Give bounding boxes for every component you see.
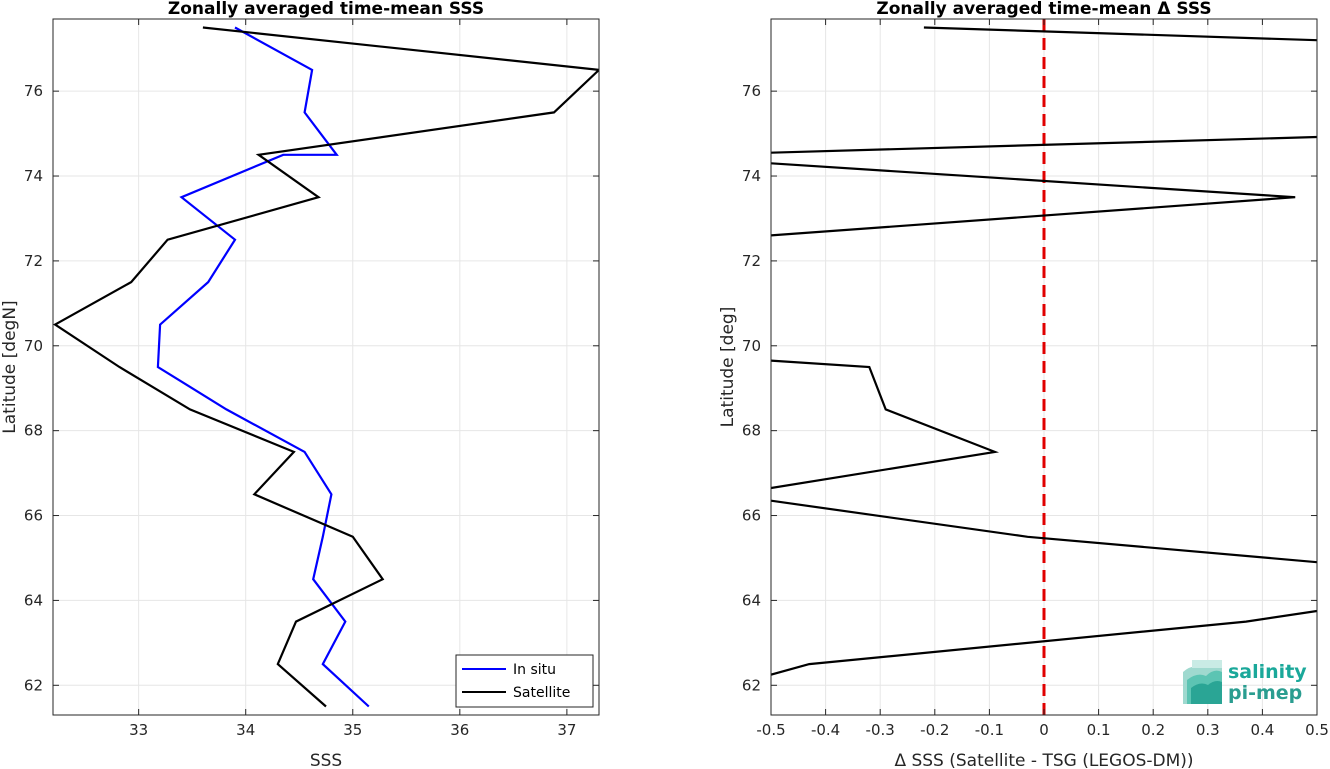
x-tick-label: -0.4 [811, 721, 840, 739]
chart-title-right: Zonally averaged time-mean Δ SSS [876, 0, 1211, 19]
series-group-left [53, 26, 599, 708]
series-line-in-situ [156, 26, 370, 708]
x-tick-label: 35 [343, 721, 362, 739]
y-tick-label: 62 [24, 676, 43, 694]
y-tick-label: 64 [24, 591, 43, 609]
x-tick-label: 36 [450, 721, 469, 739]
logo-text-line1: salinity [1228, 661, 1307, 683]
series-line-1 [771, 499, 1317, 564]
x-tick-label: 0.3 [1196, 721, 1220, 739]
x-tick-label: 0.4 [1250, 721, 1274, 739]
y-tick-label: 72 [24, 252, 43, 270]
grid-left [53, 19, 599, 715]
series-line-2 [771, 359, 1000, 490]
x-ticks-right: -0.5 -0.4 -0.3 -0.2 -0.1 0 0.1 0.2 0.3 0.4 0.5 [756, 19, 1329, 739]
series-line-3 [771, 162, 1296, 237]
series-line-5 [923, 26, 1317, 42]
series-line-0 [771, 609, 1317, 676]
y-ticks-left: 62 64 66 68 70 72 74 76 [24, 82, 599, 694]
y-tick-label: 76 [742, 82, 761, 100]
legend-label-in-situ: In situ [513, 662, 556, 678]
salinity-pi-mep-logo: salinity pi-mep [1183, 660, 1307, 704]
y-tick-label: 70 [742, 337, 761, 355]
y-tick-label: 68 [742, 422, 761, 440]
x-tick-label: 33 [129, 721, 148, 739]
legend-label-satellite: Satellite [513, 685, 570, 701]
logo-wave-icon [1183, 660, 1222, 704]
x-ticks-left: 33 34 35 36 37 [129, 19, 576, 739]
y-tick-label: 62 [742, 676, 761, 694]
x-tick-label: 0 [1039, 721, 1049, 739]
y-axis-label-right: Latitude [deg] [718, 307, 738, 428]
x-tick-label: -0.1 [975, 721, 1004, 739]
y-tick-label: 70 [24, 337, 43, 355]
y-tick-label: 76 [24, 82, 43, 100]
x-tick-label: 0.5 [1305, 721, 1329, 739]
x-tick-label: 37 [557, 721, 576, 739]
x-tick-label: -0.3 [866, 721, 895, 739]
y-tick-label: 66 [24, 507, 43, 525]
x-tick-label: 0.1 [1087, 721, 1111, 739]
y-tick-label: 74 [742, 167, 761, 185]
y-tick-label: 64 [742, 591, 761, 609]
y-axis-label-left: Latitude [degN] [0, 300, 20, 433]
x-axis-label-right: Δ SSS (Satellite - TSG (LEGOS-DM)) [894, 751, 1193, 769]
x-tick-label: 34 [236, 721, 255, 739]
logo-text-line2: pi-mep [1228, 682, 1302, 704]
y-ticks-right: 62 64 66 68 70 72 74 76 [742, 82, 1317, 694]
y-tick-label: 66 [742, 507, 761, 525]
chart-title-left: Zonally averaged time-mean SSS [168, 0, 484, 19]
x-tick-label: 0.2 [1141, 721, 1165, 739]
panel-sss: 33 34 35 36 37 62 64 66 68 70 72 74 76 Zonally aver… [0, 0, 600, 769]
series-group-right [771, 26, 1317, 676]
axes-frame-left [52, 18, 600, 716]
series-line-4 [771, 135, 1317, 154]
x-tick-label: -0.2 [920, 721, 949, 739]
y-tick-label: 72 [742, 252, 761, 270]
series-line-satellite [53, 26, 599, 708]
x-axis-label-left: SSS [310, 751, 342, 769]
legend: In situ Satellite [455, 654, 594, 708]
x-tick-label: -0.5 [756, 721, 785, 739]
y-tick-label: 74 [24, 167, 43, 185]
legend-box [455, 654, 594, 708]
y-tick-label: 68 [24, 422, 43, 440]
panel-delta-sss: -0.5 -0.4 -0.3 -0.2 -0.1 0 0.1 0.2 0.3 0.4 0.5 626… [718, 0, 1329, 769]
